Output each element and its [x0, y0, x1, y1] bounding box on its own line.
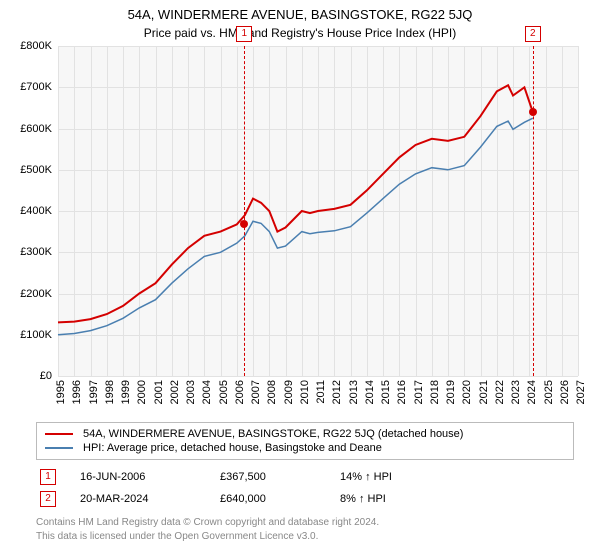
- legend-item-property: 54A, WINDERMERE AVENUE, BASINGSTOKE, RG2…: [45, 427, 565, 441]
- chart-subtitle: Price paid vs. HM Land Registry's House …: [0, 26, 600, 40]
- x-tick-label: 2015: [380, 380, 392, 404]
- x-tick-label: 2022: [494, 380, 506, 404]
- sale-point-dot: [240, 220, 248, 228]
- x-tick-label: 2004: [201, 380, 213, 404]
- x-tick-label: 1999: [120, 380, 132, 404]
- x-tick-label: 2018: [429, 380, 441, 404]
- x-tick-label: 2014: [364, 380, 376, 404]
- x-tick-label: 1995: [55, 380, 67, 404]
- event-marker-box: 2: [525, 26, 541, 42]
- legend: 54A, WINDERMERE AVENUE, BASINGSTOKE, RG2…: [36, 422, 574, 460]
- event-hpi-delta: 14% ↑ HPI: [340, 471, 460, 483]
- x-tick-label: 2001: [153, 380, 165, 404]
- x-tick-label: 2023: [510, 380, 522, 404]
- sale-events-table: 1 16-JUN-2006 £367,500 14% ↑ HPI 2 20-MA…: [36, 466, 574, 510]
- x-tick-label: 2012: [331, 380, 343, 404]
- footer-line: This data is licensed under the Open Gov…: [36, 530, 379, 544]
- sale-event-row: 1 16-JUN-2006 £367,500 14% ↑ HPI: [36, 466, 574, 488]
- legend-swatch: [45, 433, 73, 435]
- x-tick-label: 2025: [543, 380, 555, 404]
- event-date: 16-JUN-2006: [80, 471, 220, 483]
- event-vline: [244, 46, 245, 376]
- x-tick-label: 2005: [218, 380, 230, 404]
- x-tick-label: 2000: [136, 380, 148, 404]
- event-number-box: 2: [40, 491, 56, 507]
- x-tick-label: 2011: [315, 380, 327, 404]
- y-tick-label: £800K: [20, 40, 58, 52]
- x-tick-label: 2027: [575, 380, 587, 404]
- x-tick-label: 2008: [266, 380, 278, 404]
- footer-line: Contains HM Land Registry data © Crown c…: [36, 516, 379, 530]
- x-tick-label: 1998: [104, 380, 116, 404]
- event-hpi-delta: 8% ↑ HPI: [340, 493, 460, 505]
- legend-label: HPI: Average price, detached house, Basi…: [83, 442, 382, 454]
- event-price: £367,500: [220, 471, 340, 483]
- y-tick-label: £500K: [20, 164, 58, 176]
- series-property: [58, 85, 533, 322]
- x-tick-label: 2009: [283, 380, 295, 404]
- plot-area: 12 £0£100K£200K£300K£400K£500K£600K£700K…: [58, 46, 578, 376]
- x-tick-label: 2010: [299, 380, 311, 404]
- event-marker-box: 1: [236, 26, 252, 42]
- event-price: £640,000: [220, 493, 340, 505]
- legend-swatch: [45, 447, 73, 449]
- x-tick-label: 2021: [478, 380, 490, 404]
- y-tick-label: £700K: [20, 81, 58, 93]
- event-date: 20-MAR-2024: [80, 493, 220, 505]
- chart-container: { "title": "54A, WINDERMERE AVENUE, BASI…: [0, 0, 600, 560]
- x-tick-label: 2024: [526, 380, 538, 404]
- y-tick-label: £300K: [20, 246, 58, 258]
- y-tick-label: £200K: [20, 288, 58, 300]
- y-tick-label: £400K: [20, 205, 58, 217]
- event-number-box: 1: [40, 469, 56, 485]
- footer-attribution: Contains HM Land Registry data © Crown c…: [36, 516, 379, 543]
- x-tick-label: 2016: [396, 380, 408, 404]
- x-tick-label: 2013: [348, 380, 360, 404]
- legend-label: 54A, WINDERMERE AVENUE, BASINGSTOKE, RG2…: [83, 428, 463, 440]
- x-tick-label: 2002: [169, 380, 181, 404]
- x-tick-label: 2003: [185, 380, 197, 404]
- x-tick-label: 2019: [445, 380, 457, 404]
- x-tick-label: 2007: [250, 380, 262, 404]
- sale-event-row: 2 20-MAR-2024 £640,000 8% ↑ HPI: [36, 488, 574, 510]
- x-tick-label: 2020: [461, 380, 473, 404]
- chart-title: 54A, WINDERMERE AVENUE, BASINGSTOKE, RG2…: [0, 0, 600, 24]
- event-vline: [533, 46, 534, 376]
- x-tick-label: 2017: [413, 380, 425, 404]
- legend-item-hpi: HPI: Average price, detached house, Basi…: [45, 441, 565, 455]
- sale-point-dot: [529, 108, 537, 116]
- x-tick-label: 1996: [71, 380, 83, 404]
- y-tick-label: £100K: [20, 329, 58, 341]
- x-tick-label: 1997: [88, 380, 100, 404]
- x-tick-label: 2026: [559, 380, 571, 404]
- y-tick-label: £600K: [20, 123, 58, 135]
- line-series-svg: [58, 46, 578, 376]
- x-tick-label: 2006: [234, 380, 246, 404]
